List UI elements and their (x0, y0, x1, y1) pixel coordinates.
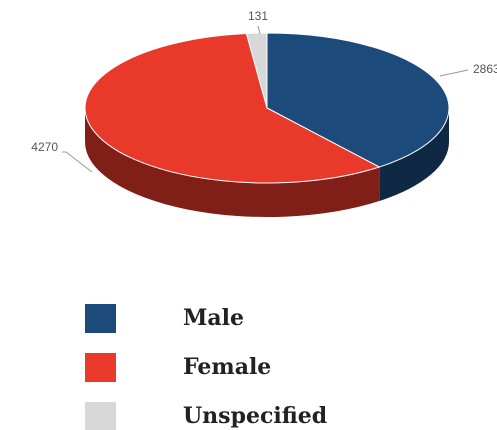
legend-swatch (85, 402, 116, 430)
leader-line (439, 69, 469, 77)
legend-label: Unspecified (183, 403, 327, 429)
value-label: 4270 (31, 140, 58, 154)
pie-slice (266, 32, 450, 168)
legend-swatch (85, 304, 116, 333)
pie-slice (245, 32, 268, 109)
value-label: 2863 (473, 62, 497, 76)
pie-side (379, 108, 449, 202)
value-label: 131 (248, 9, 268, 23)
pie-slice (84, 32, 381, 184)
legend-swatch (85, 353, 116, 382)
leader-line (62, 151, 93, 173)
legend-label: Female (183, 354, 271, 380)
pie-side (84, 108, 380, 218)
legend-label: Male (183, 305, 244, 331)
leader-line (257, 25, 261, 35)
